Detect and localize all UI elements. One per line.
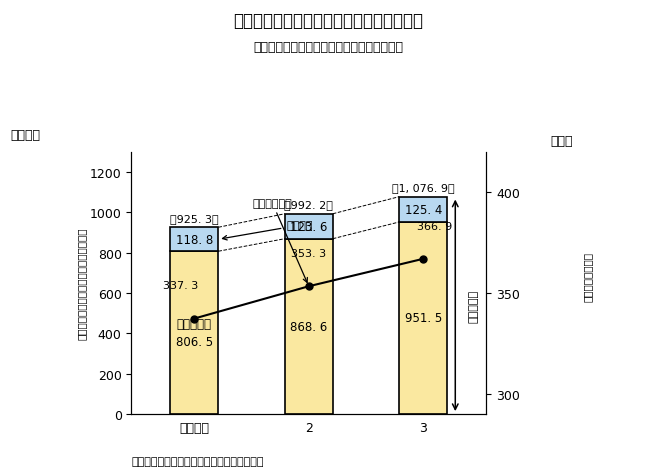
Text: （全営農類型平均・全国・１経営体当たり）: （全営農類型平均・全国・１経営体当たり） — [254, 40, 403, 53]
Text: 118. 8: 118. 8 — [175, 233, 213, 246]
Text: 農業粗収益: 農業粗収益 — [469, 289, 479, 322]
Y-axis label: （農業粗収益、農業経営費、農業所得）: （農業粗収益、農業経営費、農業所得） — [77, 227, 87, 339]
Bar — [170, 252, 218, 414]
Bar — [399, 197, 447, 222]
Text: 123. 6: 123. 6 — [290, 220, 327, 233]
Text: 注：（　）内の数値は、農業粗収益である。: 注：（ ）内の数値は、農業粗収益である。 — [131, 456, 264, 466]
Bar — [170, 228, 218, 252]
Text: （1, 076. 9）: （1, 076. 9） — [392, 183, 455, 193]
Text: 経営耕地面積: 経営耕地面積 — [252, 198, 307, 283]
Text: 353. 3: 353. 3 — [291, 248, 327, 258]
Text: （万円）: （万円） — [10, 129, 40, 142]
Text: （925. 3）: （925. 3） — [170, 213, 219, 223]
Text: 366. 9: 366. 9 — [417, 221, 452, 231]
Bar — [399, 222, 447, 414]
Text: 農業経営費
806. 5: 農業経営費 806. 5 — [176, 317, 213, 348]
Text: （992. 2）: （992. 2） — [284, 200, 333, 210]
Text: 868. 6: 868. 6 — [290, 320, 327, 333]
Text: 951. 5: 951. 5 — [405, 312, 442, 325]
Text: 図１　全農業経営体の農業経営収支の推移: 図１ 全農業経営体の農業経営収支の推移 — [233, 12, 424, 30]
Bar — [284, 214, 333, 239]
Text: 337. 3: 337. 3 — [163, 281, 198, 291]
Bar — [284, 239, 333, 414]
Text: 農業所得: 農業所得 — [223, 221, 313, 240]
Text: （経営耕地面積）: （経営耕地面積） — [583, 251, 593, 301]
Text: 125. 4: 125. 4 — [405, 203, 442, 217]
Text: （ａ）: （ａ） — [551, 135, 573, 148]
